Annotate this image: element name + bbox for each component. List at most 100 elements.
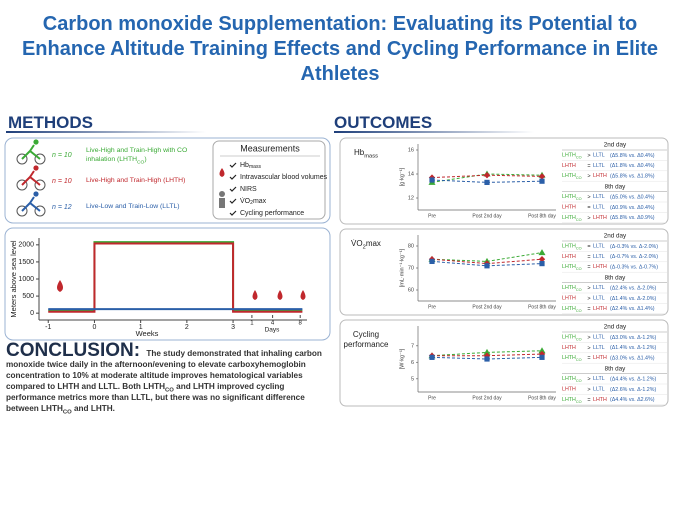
group-label-text: Live-High and Train-High with CO inhalat… bbox=[86, 147, 188, 163]
row-group-b: LLTL bbox=[593, 376, 605, 382]
mean-marker bbox=[538, 347, 546, 354]
row-group-b-text: LLTL bbox=[593, 163, 605, 169]
row-group-a-text: LHTH bbox=[562, 174, 576, 180]
mean-marker bbox=[429, 177, 435, 183]
row-operator: > bbox=[587, 215, 590, 221]
checkmark bbox=[229, 210, 237, 216]
row-group-a-sub: CO bbox=[576, 379, 582, 383]
row-group-a: LHTHCO bbox=[562, 194, 582, 201]
group-label: Live-High and Train-High (LHTH) bbox=[86, 177, 204, 186]
row-group-b-text: LHTH bbox=[593, 356, 607, 362]
outcome-panel bbox=[339, 228, 669, 316]
row-group-b: LLTL bbox=[593, 335, 605, 341]
row-group-b: LLTL bbox=[593, 163, 605, 169]
row-group-a-sub: CO bbox=[576, 337, 582, 341]
row-group-a-sub: CO bbox=[576, 400, 582, 404]
row-group-b: LHTH bbox=[593, 174, 607, 180]
row-group-a: LHTHCO bbox=[562, 306, 582, 313]
row-group-b-text: LLTL bbox=[593, 254, 605, 260]
row-stat: (Δ0.9% vs. Δ0.4%) bbox=[610, 205, 655, 211]
day-tick-label: 8 bbox=[299, 321, 303, 327]
group-label-text: Live-Low and Train-Low (LLTL) bbox=[86, 203, 180, 210]
altitude-box bbox=[4, 227, 331, 341]
row-stat: (Δ1.8% vs. Δ0.4%) bbox=[610, 163, 655, 169]
measurements-title: Measurements bbox=[240, 143, 300, 153]
row-group-b-text: LLTL bbox=[593, 296, 605, 302]
x-tick-label: Post 2nd day bbox=[472, 213, 502, 219]
panel-label-sub: 2 bbox=[362, 244, 366, 251]
y-axis-label: [mL·min⁻¹·kg⁻¹] bbox=[399, 248, 405, 287]
person-icon bbox=[219, 198, 225, 208]
measurement-item: Cycling performance bbox=[240, 210, 304, 217]
x-tick-label: 0 bbox=[92, 324, 96, 331]
rider-head bbox=[33, 139, 39, 145]
rider-head bbox=[33, 165, 39, 171]
row-group-a: LHTHCO bbox=[562, 285, 582, 292]
row-group-b: LLTL bbox=[593, 285, 605, 291]
row-operator: = bbox=[587, 397, 590, 403]
row-group-b: LLTL bbox=[593, 254, 605, 260]
row-group-b: LHTH bbox=[593, 356, 607, 362]
row-operator: = bbox=[587, 163, 590, 169]
bike-rider bbox=[21, 144, 41, 160]
panel-label-text: Cycling performance bbox=[343, 330, 389, 349]
mean-marker bbox=[429, 354, 435, 360]
row-group-b: LLTL bbox=[593, 296, 605, 302]
row-stat: (Δ5.0% vs. Δ0.4%) bbox=[610, 194, 655, 200]
panel-label: V̇O2max bbox=[340, 239, 392, 251]
row-group-b-text: LHTH bbox=[593, 306, 607, 312]
row-operator: > bbox=[587, 345, 590, 351]
row-group-b: LLTL bbox=[593, 153, 605, 159]
y-tick-label: 14 bbox=[408, 171, 414, 177]
row-group-b-text: LLTL bbox=[593, 345, 605, 351]
x-tick-label: Post 8th day bbox=[528, 304, 556, 310]
row-group-a: LHTH bbox=[562, 205, 576, 211]
row-operator: > bbox=[587, 296, 590, 302]
row-stat: (Δ2.4% vs. Δ1.4%) bbox=[610, 306, 655, 312]
panel-label-text: V̇O bbox=[351, 239, 363, 248]
altitude-line bbox=[48, 242, 303, 313]
row-operator: > bbox=[587, 174, 590, 180]
row-group-a-text: LHTH bbox=[562, 397, 576, 403]
person-icon bbox=[219, 191, 225, 197]
mean-marker bbox=[538, 249, 546, 256]
row-operator: > bbox=[587, 153, 590, 159]
row-stat: (Δ5.8% vs. Δ0.9%) bbox=[610, 215, 655, 221]
mean-marker bbox=[483, 348, 491, 355]
bike-rider bbox=[21, 196, 41, 212]
panel-label: Cycling performance bbox=[340, 330, 392, 350]
x-axis-label: Weeks bbox=[136, 329, 159, 338]
group-label-text: Live-High and Train-High (LHTH) bbox=[86, 177, 186, 184]
row-stat: (Δ4.4% vs. Δ2.6%) bbox=[610, 397, 655, 403]
bike-wheel bbox=[34, 153, 46, 165]
row-group-b-text: LLTL bbox=[593, 285, 605, 291]
row-group-a: LHTH bbox=[562, 163, 576, 169]
row-operator: = bbox=[587, 254, 590, 260]
row-group-a: LHTH bbox=[562, 254, 576, 260]
measurement-item-text: Hb bbox=[240, 162, 249, 169]
y-tick-label: 12 bbox=[408, 195, 414, 201]
y-tick-label: 80 bbox=[408, 243, 414, 249]
row-group-a-text: LHTH bbox=[562, 215, 576, 221]
bike-wheel bbox=[34, 205, 46, 217]
row-group-a: LHTHCO bbox=[562, 153, 582, 160]
x-tick-label: Post 8th day bbox=[528, 395, 556, 401]
row-group-a-sub: CO bbox=[576, 155, 582, 159]
outcome-panel bbox=[339, 137, 669, 225]
group-n: n = 10 bbox=[52, 152, 72, 159]
row-stat: (Δ2.6% vs. Δ-1.2%) bbox=[610, 387, 656, 393]
x-tick-label: Post 2nd day bbox=[472, 395, 502, 401]
row-group-a-text: LHTH bbox=[562, 163, 576, 169]
row-group-b-text: LHTH bbox=[593, 265, 607, 271]
row-group-b: LHTH bbox=[593, 397, 607, 403]
row-group-a: LHTH bbox=[562, 296, 576, 302]
panel-label-sub: mass bbox=[364, 153, 378, 160]
checkmark bbox=[229, 174, 237, 180]
y-tick-label: 5 bbox=[411, 376, 414, 382]
row-group-a-text: LHTH bbox=[562, 285, 576, 291]
drop-icon bbox=[300, 290, 306, 300]
group-label: Live-Low and Train-Low (LLTL) bbox=[86, 203, 204, 212]
bike-wheel bbox=[16, 153, 28, 165]
